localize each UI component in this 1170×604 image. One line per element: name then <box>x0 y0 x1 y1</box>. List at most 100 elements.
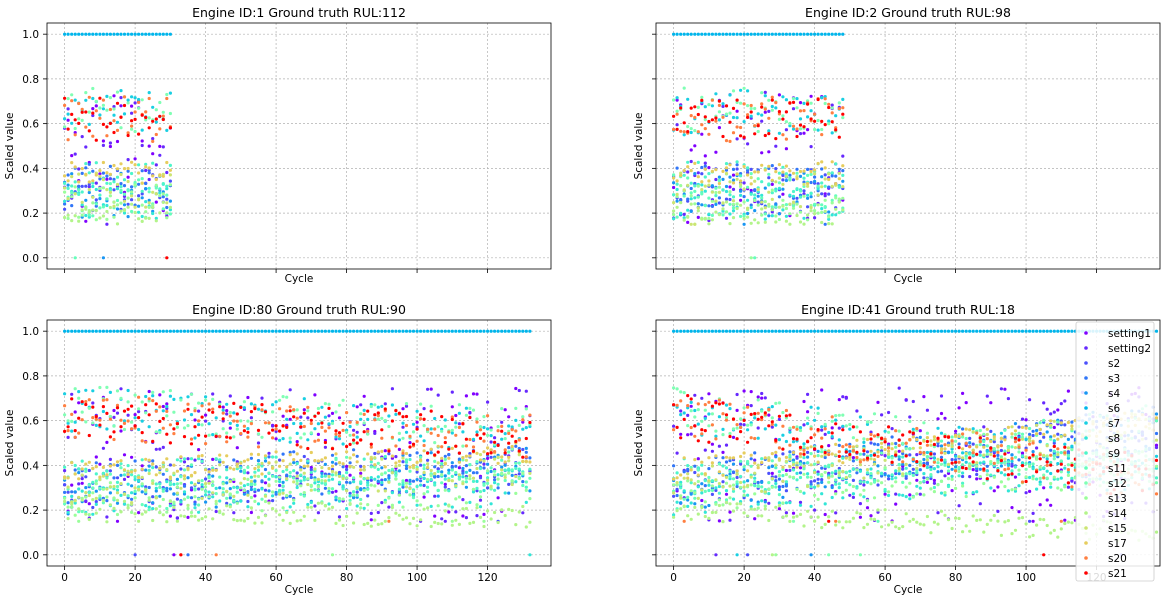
point-setting2 <box>767 501 771 505</box>
point-s12 <box>246 419 250 423</box>
point-s7 <box>98 113 102 117</box>
point-s15 <box>436 461 440 465</box>
point-s7 <box>161 409 165 413</box>
point-setting2 <box>908 415 912 419</box>
point-s21 <box>94 138 98 142</box>
point-s11 <box>717 178 722 182</box>
point-s15 <box>373 456 377 460</box>
point-s9 <box>433 483 437 487</box>
point-s3 <box>122 184 127 188</box>
point-s14 <box>493 510 497 515</box>
point-setting2 <box>122 477 127 481</box>
point-s6 <box>925 329 930 333</box>
point-s17 <box>369 457 373 461</box>
point-s17 <box>675 179 679 183</box>
point-s6 <box>411 329 416 333</box>
point-s13 <box>130 510 134 514</box>
point-s21 <box>330 447 335 451</box>
point-s7 <box>482 425 486 430</box>
point-s14 <box>703 514 707 519</box>
point-s2 <box>348 491 352 495</box>
point-setting1 <box>777 507 782 511</box>
point-s4 <box>376 479 380 483</box>
point-s15 <box>770 477 774 481</box>
point-s14 <box>288 521 292 526</box>
point-s11 <box>700 472 704 476</box>
point-s13 <box>872 496 877 500</box>
point-s8 <box>781 208 785 212</box>
point-s11 <box>80 509 84 514</box>
point-s20 <box>119 418 123 422</box>
point-s13 <box>724 210 729 214</box>
point-s8 <box>806 193 810 197</box>
point-s2 <box>366 494 370 498</box>
point-setting1 <box>246 395 250 400</box>
point-s8 <box>115 488 120 492</box>
point-s14 <box>253 521 257 525</box>
point-s20 <box>700 123 704 127</box>
point-setting1 <box>94 455 98 459</box>
point-s4 <box>77 471 81 475</box>
point-s14 <box>200 517 204 521</box>
point-s13 <box>742 493 746 497</box>
point-s14 <box>746 514 750 518</box>
point-s13 <box>781 501 785 505</box>
point-s21 <box>154 117 158 121</box>
point-s15 <box>362 468 366 472</box>
point-s9 <box>137 485 141 489</box>
point-s4 <box>679 501 683 505</box>
point-s12 <box>433 441 437 445</box>
point-s20 <box>278 407 282 411</box>
point-s20 <box>837 450 841 454</box>
point-s2 <box>816 477 820 481</box>
point-s11 <box>341 474 345 478</box>
point-s3 <box>707 204 711 208</box>
point-setting2 <box>154 447 158 451</box>
point-s4 <box>816 449 820 453</box>
point-s17 <box>63 475 67 479</box>
point-s8 <box>724 189 729 194</box>
point-s14 <box>756 514 760 518</box>
point-s13 <box>316 485 320 489</box>
point-setting2 <box>457 422 461 426</box>
point-s12 <box>271 410 275 414</box>
point-s15 <box>197 479 201 483</box>
point-s14 <box>802 524 806 528</box>
point-s11 <box>108 472 112 476</box>
point-s9 <box>214 457 218 461</box>
point-s3 <box>524 450 528 454</box>
point-s11 <box>221 487 225 491</box>
point-s15 <box>707 183 711 187</box>
point-s9 <box>746 462 750 466</box>
point-s11 <box>359 497 363 502</box>
point-s3 <box>781 484 785 489</box>
point-s12 <box>686 125 690 129</box>
point-s21 <box>696 439 700 443</box>
point-s3 <box>228 496 232 500</box>
point-s17 <box>267 461 271 465</box>
point-s8 <box>197 510 201 514</box>
point-s8 <box>415 503 419 507</box>
point-s14 <box>168 205 172 209</box>
point-s11 <box>454 470 458 475</box>
point-s6 <box>84 32 88 36</box>
point-s4 <box>703 505 707 509</box>
point-s20 <box>710 98 715 102</box>
point-s11 <box>126 189 130 193</box>
point-setting1 <box>767 150 771 154</box>
point-s17 <box>788 169 792 173</box>
point-s12 <box>73 126 77 131</box>
point-s17 <box>869 449 873 453</box>
point-s17 <box>263 454 268 458</box>
point-s14 <box>115 222 120 226</box>
point-s20 <box>447 430 451 434</box>
point-s8 <box>770 214 774 218</box>
point-s15 <box>816 193 820 197</box>
point-s11 <box>436 488 440 492</box>
point-setting2 <box>841 395 845 399</box>
point-s13 <box>397 493 401 497</box>
point-s6 <box>122 32 127 36</box>
point-s7 <box>703 105 707 109</box>
point-s12 <box>901 441 905 445</box>
point-s8 <box>313 481 317 485</box>
